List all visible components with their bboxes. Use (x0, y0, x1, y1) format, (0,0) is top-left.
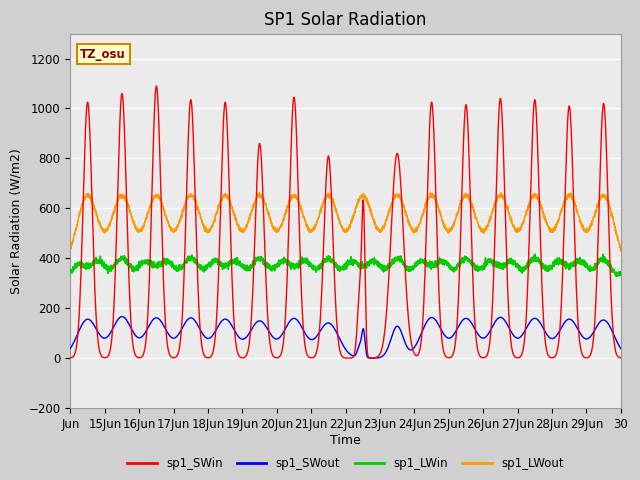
sp1_LWout (617, 246, 625, 252)
Y-axis label: Solar Radiation (W/m2): Solar Radiation (W/m2) (10, 148, 23, 294)
sp1_LWin (599, 251, 607, 257)
sp1_SWout (474, 330, 481, 336)
sp1_LWin (433, 262, 441, 267)
sp1_SWin (67, 355, 74, 361)
sp1_LWout (498, 192, 506, 198)
Text: TZ_osu: TZ_osu (80, 48, 126, 61)
sp1_LWout (474, 219, 481, 225)
Title: SP1 Solar Radiation: SP1 Solar Radiation (264, 11, 427, 29)
sp1_SWin (498, 106, 506, 111)
sp1_SWin (152, 83, 160, 89)
sp1_LWin (617, 271, 625, 276)
sp1_SWin (345, 355, 353, 361)
sp1_SWin (161, 318, 169, 324)
sp1_LWout (617, 248, 625, 254)
sp1_SWout (423, 319, 431, 325)
sp1_SWout (367, 355, 375, 361)
Legend: sp1_SWin, sp1_SWout, sp1_LWin, sp1_LWout: sp1_SWin, sp1_SWout, sp1_LWin, sp1_LWout (122, 453, 569, 475)
sp1_SWout (67, 346, 74, 351)
sp1_LWin (67, 270, 74, 276)
sp1_LWout (67, 246, 74, 252)
sp1_LWout (434, 203, 442, 209)
Line: sp1_SWout: sp1_SWout (70, 317, 621, 358)
sp1_SWout (118, 314, 126, 320)
sp1_LWin (161, 259, 169, 265)
sp1_SWin (434, 255, 442, 261)
sp1_LWin (614, 274, 621, 279)
Line: sp1_SWin: sp1_SWin (70, 86, 621, 358)
sp1_SWin (423, 216, 431, 221)
Line: sp1_LWout: sp1_LWout (70, 192, 621, 251)
Line: sp1_LWin: sp1_LWin (70, 254, 621, 276)
sp1_LWin (497, 262, 505, 268)
sp1_LWout (422, 200, 430, 206)
X-axis label: Time: Time (330, 433, 361, 446)
sp1_LWin (422, 262, 430, 267)
sp1_SWout (498, 315, 506, 321)
sp1_LWout (490, 205, 497, 211)
sp1_SWout (161, 326, 169, 332)
sp1_LWout (161, 212, 169, 218)
sp1_LWin (490, 262, 497, 267)
sp1_SWin (474, 346, 481, 351)
sp1_SWout (617, 346, 625, 351)
sp1_LWout (255, 190, 263, 195)
sp1_SWout (434, 320, 442, 326)
sp1_SWin (490, 276, 497, 282)
sp1_SWin (617, 355, 625, 361)
sp1_LWin (474, 264, 481, 269)
sp1_SWout (490, 322, 497, 327)
